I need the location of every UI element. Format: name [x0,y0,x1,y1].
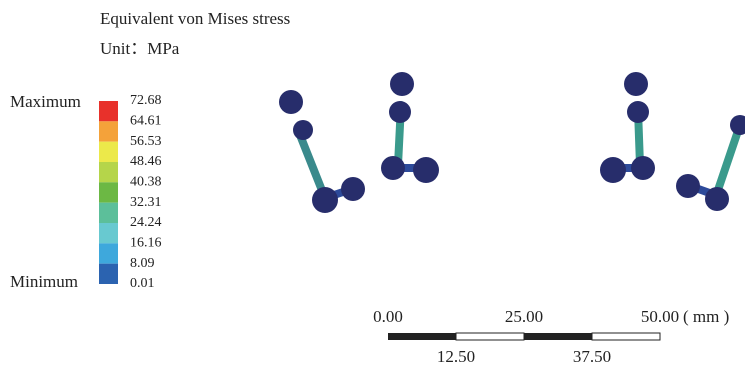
joint [627,101,649,123]
legend-max-label: Maximum [10,92,81,111]
scale-segment [592,333,660,340]
scale-label: 37.50 [573,347,611,366]
legend-swatch [99,264,118,284]
legend-value: 0.01 [130,276,155,291]
scale-segment [456,333,524,340]
joint [624,72,648,96]
scale-unit: ( mm ) [683,307,729,326]
unit: Unit：MPa [100,39,180,58]
legend-swatch [99,223,118,243]
rod [718,125,740,190]
joint [381,156,405,180]
joint [705,187,729,211]
joint [279,90,303,114]
legend-swatch [99,162,118,182]
legend-swatch [99,243,118,263]
scale-bar: 0.00 25.00 50.00 12.50 37.50 ( mm ) [373,307,729,366]
joint [600,157,626,183]
scale-label: 0.00 [373,307,403,326]
scale-label: 25.00 [505,307,543,326]
scale-label: 12.50 [437,347,475,366]
legend-value: 48.46 [130,154,162,169]
legend-min-label: Minimum [10,272,78,291]
legend-value: 72.68 [130,93,162,108]
joint [341,177,365,201]
joint [413,157,439,183]
legend-value: 56.53 [130,134,162,149]
legend-swatch [99,101,118,121]
legend-value: 64.61 [130,114,162,129]
legend-value: 32.31 [130,195,162,210]
joint [389,101,411,123]
joint [293,120,313,140]
legend-value: 24.24 [130,215,162,230]
joint [390,72,414,96]
legend: 72.68 64.61 56.53 48.46 40.38 32.31 24.24 16.16… [99,93,162,291]
legend-swatch [99,121,118,141]
title: Equivalent von Mises stress [100,9,290,28]
legend-value: 16.16 [130,236,162,251]
legend-swatch [99,142,118,162]
legend-swatch [99,182,118,202]
scale-label: 50.00 [641,307,679,326]
joint [312,187,338,213]
scale-segment [388,333,456,340]
scale-segment [524,333,592,340]
model [279,72,745,213]
joint [730,115,745,135]
legend-swatch [99,203,118,223]
joint [631,156,655,180]
joint [676,174,700,198]
legend-value: 40.38 [130,175,162,190]
legend-value: 8.09 [130,256,155,271]
figure: Equivalent von Mises stress Unit：MPa Max… [0,0,745,369]
